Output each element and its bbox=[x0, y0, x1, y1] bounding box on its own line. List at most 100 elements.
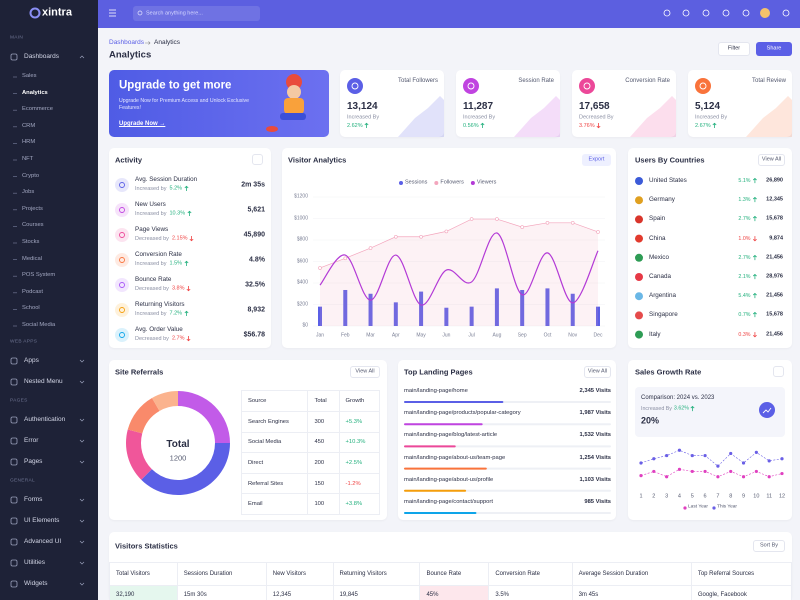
breadcrumb-current: Analytics bbox=[154, 38, 181, 46]
menu-item[interactable]: Pages bbox=[24, 457, 43, 465]
table-cell: 150 bbox=[307, 473, 340, 495]
upgrade-link[interactable]: Upgrade Now → bbox=[119, 121, 166, 127]
menu-item[interactable]: UI Elements bbox=[24, 516, 60, 524]
submenu-item[interactable]: CRM bbox=[22, 122, 36, 129]
arrow-path bbox=[184, 310, 189, 317]
x-tick-label: Jul bbox=[468, 332, 475, 339]
landing-path[interactable]: main/landing-page/blog/latest-article bbox=[404, 432, 498, 439]
trend-arrow bbox=[186, 286, 191, 292]
table-header: Conversion Rate bbox=[488, 562, 573, 586]
trend-arrow bbox=[752, 254, 757, 260]
filter-button[interactable] bbox=[718, 42, 750, 56]
activity-note: Increased by bbox=[135, 260, 167, 267]
sort-button[interactable] bbox=[753, 540, 785, 552]
submenu-item[interactable]: Stocks bbox=[22, 239, 40, 246]
table-header: Source bbox=[241, 390, 308, 412]
menu-item[interactable]: Forms bbox=[24, 495, 43, 503]
export-button[interactable] bbox=[582, 154, 611, 166]
arrow-path bbox=[186, 336, 191, 342]
activity-label: Avg. Session Duration bbox=[135, 175, 198, 183]
activity-note-row: Decreased by 2.15% bbox=[135, 236, 194, 243]
landing-path[interactable]: main/landing-page/home bbox=[404, 388, 468, 395]
page-title: Analytics bbox=[109, 49, 152, 61]
activity-note: Increased by bbox=[135, 310, 167, 317]
stat-label: Session Rate bbox=[518, 78, 554, 84]
x-tick-label: 10 bbox=[753, 493, 760, 500]
landing-visits: 1,987 Visits bbox=[579, 410, 611, 417]
arrow-path bbox=[752, 273, 757, 280]
table-cell: 45% bbox=[419, 585, 490, 600]
menu-item[interactable]: Widgets bbox=[24, 579, 48, 587]
submenu-item[interactable]: Ecommerce bbox=[22, 106, 53, 113]
view-all-button-label[interactable]: View All bbox=[355, 368, 375, 375]
search-box[interactable] bbox=[133, 6, 260, 21]
activity-value: 4.8% bbox=[249, 256, 265, 264]
submenu-item[interactable]: Crypto bbox=[22, 172, 40, 179]
submenu-item[interactable]: Projects bbox=[22, 205, 43, 212]
table-header: Sessions Duration bbox=[176, 562, 267, 586]
table-header: Total bbox=[307, 390, 340, 412]
share-button-label[interactable]: Share bbox=[766, 45, 782, 52]
activity-change: 3.8% bbox=[171, 285, 185, 292]
submenu-item[interactable]: School bbox=[22, 305, 40, 312]
donut-label: Total bbox=[166, 439, 190, 450]
x-tick-label: Sep bbox=[517, 332, 527, 339]
x-tick-label: Mar bbox=[366, 332, 375, 339]
menu-item[interactable]: Apps bbox=[24, 356, 39, 364]
submenu-item[interactable]: Sales bbox=[22, 73, 37, 80]
breadcrumb-link[interactable]: Dashboards bbox=[109, 38, 145, 46]
visitors-table: Total Visitors Sessions Duration New Visit… bbox=[109, 562, 793, 600]
x-tick-label: 9 bbox=[742, 493, 746, 500]
country-change: 5.4% bbox=[738, 293, 757, 300]
landing-path[interactable]: main/landing-page/about-us/team-page bbox=[404, 454, 506, 461]
activity-note: Decreased by bbox=[135, 335, 169, 342]
view-all-button-label[interactable]: View All bbox=[761, 156, 782, 163]
table-header: New Visitors bbox=[265, 562, 334, 586]
submenu-item[interactable]: Courses bbox=[22, 222, 44, 229]
stat-note: Decreased By bbox=[579, 114, 614, 121]
table-cell: Email bbox=[241, 493, 308, 515]
landing-path[interactable]: main/landing-page/contact/support bbox=[404, 499, 493, 506]
sort-button-label[interactable]: Sort By bbox=[759, 542, 779, 549]
search-placeholder[interactable]: Search anything here... bbox=[146, 9, 203, 16]
more-button[interactable] bbox=[773, 366, 784, 377]
menu-item[interactable]: Authentication bbox=[24, 415, 66, 423]
view-all-button[interactable] bbox=[350, 366, 380, 378]
view-all-button-label[interactable]: View All bbox=[587, 368, 608, 375]
card bbox=[628, 148, 792, 348]
more-button[interactable] bbox=[252, 154, 263, 165]
stat-value: 11,287 bbox=[463, 101, 494, 112]
country-name: Argentina bbox=[649, 292, 676, 300]
menu-item[interactable]: Nested Menu bbox=[24, 377, 63, 385]
stat-note: Increased By bbox=[463, 114, 496, 121]
submenu-item[interactable]: Social Media bbox=[22, 322, 56, 329]
submenu-item[interactable]: Analytics bbox=[22, 89, 48, 96]
country-name: China bbox=[649, 234, 666, 242]
activity-note: Decreased by bbox=[135, 235, 169, 242]
arrow-path bbox=[752, 177, 757, 184]
menu-item[interactable]: Dashboards bbox=[24, 52, 60, 60]
table-cell: 15m 30s bbox=[176, 585, 267, 600]
sales-change: 3.62% bbox=[673, 406, 689, 413]
menu-item[interactable]: Advanced UI bbox=[24, 537, 62, 545]
submenu-item[interactable]: Podcast bbox=[22, 288, 43, 295]
landing-path[interactable]: main/landing-page/about-us/profile bbox=[404, 476, 494, 483]
y-tick-label: $1000 bbox=[294, 215, 308, 221]
activity-label: New Users bbox=[135, 200, 166, 208]
menu-item[interactable]: Error bbox=[24, 436, 39, 444]
view-all-button[interactable] bbox=[758, 154, 785, 166]
card-title: Visitor Analytics bbox=[288, 155, 347, 165]
share-button[interactable] bbox=[756, 42, 792, 56]
submenu-item[interactable]: POS System bbox=[22, 272, 56, 279]
export-button-label[interactable]: Export bbox=[588, 156, 605, 163]
landing-path[interactable]: main/landing-page/products/popular-categ… bbox=[404, 410, 521, 417]
x-tick-label: 12 bbox=[778, 493, 786, 500]
submenu-item[interactable]: NFT bbox=[22, 156, 34, 163]
stat-change: 2.62% bbox=[347, 122, 369, 130]
filter-button-label[interactable]: Filter bbox=[727, 45, 741, 52]
submenu-item[interactable]: Medical bbox=[22, 255, 42, 262]
view-all-button[interactable] bbox=[584, 366, 611, 378]
menu-item[interactable]: Utilities bbox=[24, 558, 45, 566]
submenu-item[interactable]: Jobs bbox=[22, 189, 35, 196]
submenu-item[interactable]: HRM bbox=[22, 139, 36, 146]
